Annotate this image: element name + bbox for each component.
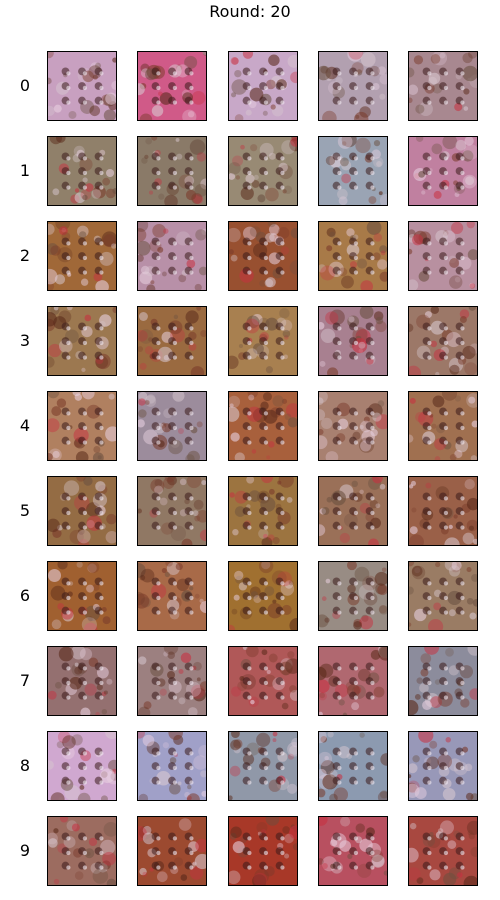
generated-sample-image <box>137 561 207 631</box>
row-label: 9 <box>19 841 31 860</box>
generated-sample-image <box>137 646 207 716</box>
generated-sample-image <box>137 221 207 291</box>
generated-sample-image <box>137 136 207 206</box>
generated-sample-image <box>408 646 478 716</box>
generated-sample-image <box>47 51 117 121</box>
generated-sample-image <box>408 561 478 631</box>
generated-sample-image <box>318 731 388 801</box>
generated-sample-image <box>318 816 388 886</box>
generated-sample-image <box>318 391 388 461</box>
generated-sample-image <box>137 816 207 886</box>
generated-sample-image <box>47 646 117 716</box>
row-label: 0 <box>19 76 31 95</box>
generated-sample-image <box>47 136 117 206</box>
row-label: 5 <box>19 501 31 520</box>
generated-sample-image <box>408 816 478 886</box>
generated-sample-image <box>137 731 207 801</box>
generated-sample-image <box>408 391 478 461</box>
row-label: 7 <box>19 671 31 690</box>
generated-sample-image <box>47 476 117 546</box>
row-label: 3 <box>19 331 31 350</box>
generated-sample-image <box>137 476 207 546</box>
generated-sample-image <box>228 561 298 631</box>
generated-sample-image <box>408 136 478 206</box>
generated-sample-image <box>318 561 388 631</box>
generated-sample-image <box>228 51 298 121</box>
generated-sample-image <box>228 306 298 376</box>
generated-sample-image <box>318 476 388 546</box>
generated-sample-image <box>318 306 388 376</box>
generated-sample-image <box>228 136 298 206</box>
generated-sample-image <box>318 136 388 206</box>
generated-sample-image <box>228 646 298 716</box>
figure-title: Round: 20 <box>209 2 291 21</box>
generated-sample-image <box>228 731 298 801</box>
generated-sample-image <box>228 476 298 546</box>
row-label: 6 <box>19 586 31 605</box>
generated-sample-image <box>47 731 117 801</box>
generated-sample-image <box>408 221 478 291</box>
row-label: 8 <box>19 756 31 775</box>
generated-sample-image <box>408 51 478 121</box>
row-label: 4 <box>19 416 31 435</box>
generated-sample-image <box>137 306 207 376</box>
generated-sample-image <box>408 731 478 801</box>
generated-sample-image <box>47 391 117 461</box>
generated-sample-image <box>408 476 478 546</box>
generated-sample-image <box>318 221 388 291</box>
generated-sample-image <box>318 646 388 716</box>
generated-sample-image <box>137 391 207 461</box>
generated-sample-image <box>228 221 298 291</box>
row-label: 1 <box>19 161 31 180</box>
generated-sample-image <box>47 306 117 376</box>
generated-sample-image <box>47 221 117 291</box>
row-label: 2 <box>19 246 31 265</box>
generated-sample-image <box>228 816 298 886</box>
generated-sample-image <box>47 561 117 631</box>
generated-sample-image <box>228 391 298 461</box>
generated-sample-image <box>47 816 117 886</box>
generated-sample-image <box>318 51 388 121</box>
generated-sample-image <box>408 306 478 376</box>
generated-sample-image <box>137 51 207 121</box>
